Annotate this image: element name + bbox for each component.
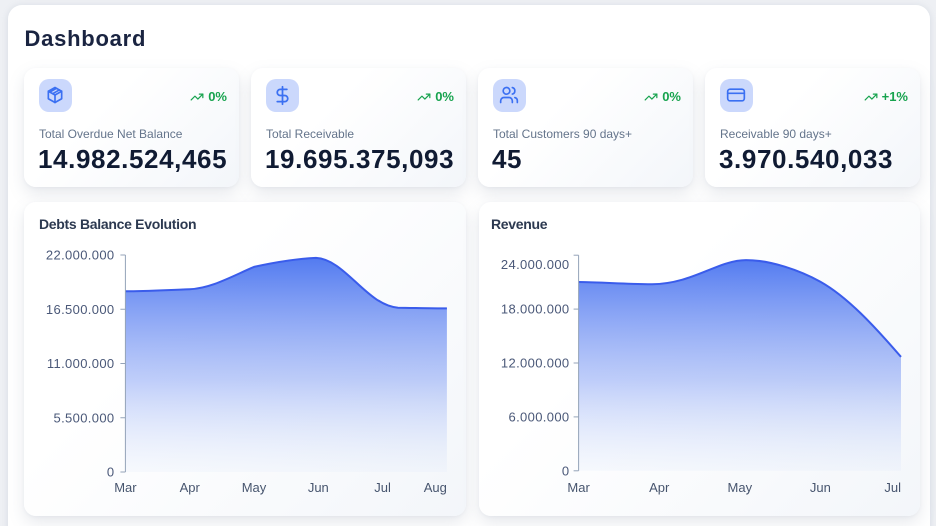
svg-text:0: 0 [107, 465, 115, 480]
svg-text:May: May [242, 480, 267, 495]
svg-text:Mar: Mar [567, 480, 590, 495]
svg-text:Jun: Jun [810, 480, 831, 495]
svg-text:Apr: Apr [649, 480, 670, 495]
svg-text:Mar: Mar [114, 480, 137, 495]
svg-text:Aug: Aug [424, 480, 447, 495]
svg-text:Jun: Jun [308, 480, 329, 495]
svg-text:16.500.000: 16.500.000 [46, 302, 115, 317]
svg-text:Jul: Jul [374, 480, 391, 495]
svg-text:18.000.000: 18.000.000 [501, 302, 570, 317]
svg-text:5.500.000: 5.500.000 [54, 410, 115, 425]
svg-text:22.000.000: 22.000.000 [46, 248, 115, 263]
svg-text:11.000.000: 11.000.000 [47, 356, 115, 371]
svg-text:May: May [728, 480, 753, 495]
svg-text:0: 0 [562, 463, 570, 478]
svg-text:6.000.000: 6.000.000 [509, 409, 570, 424]
svg-text:12.000.000: 12.000.000 [501, 356, 570, 371]
svg-text:Apr: Apr [180, 480, 201, 495]
svg-text:24.000.000: 24.000.000 [501, 257, 570, 272]
svg-text:Jul: Jul [884, 480, 901, 495]
